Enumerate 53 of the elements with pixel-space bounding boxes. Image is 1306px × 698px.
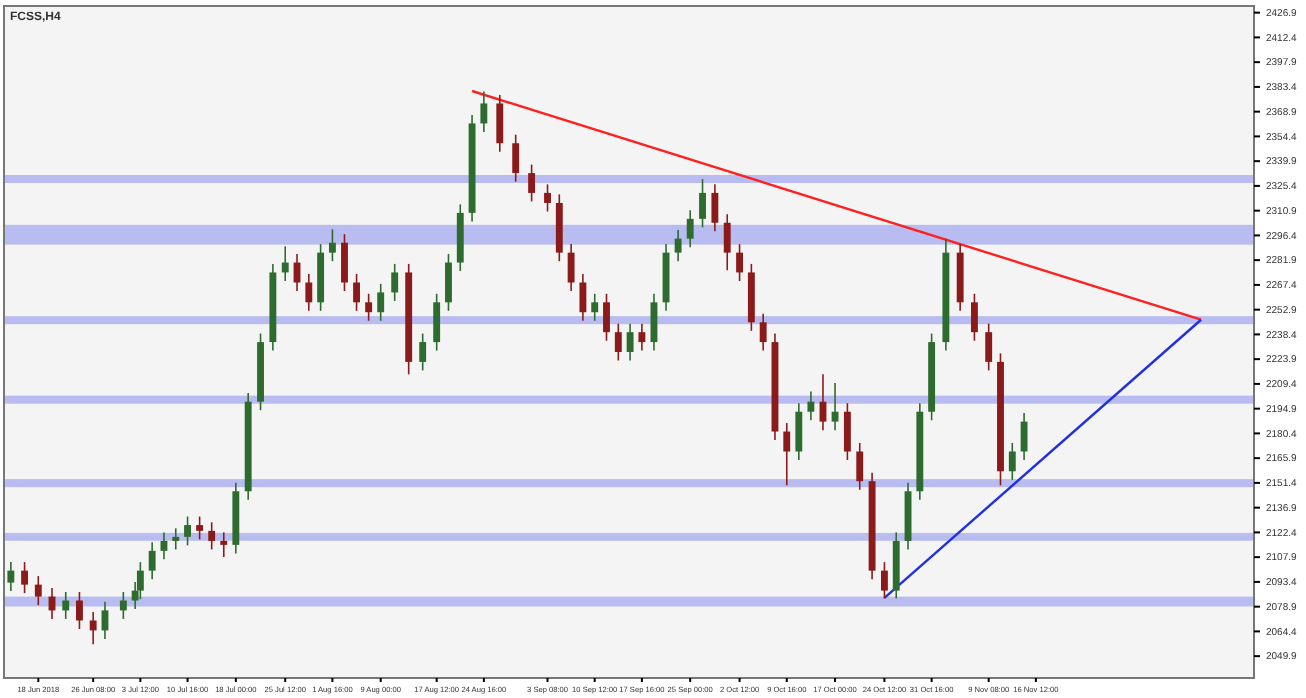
candlestick [34,575,42,606]
candlestick [496,94,504,153]
candlestick [591,292,599,322]
candlestick [970,292,978,342]
candlestick [391,263,399,302]
candlestick [445,253,452,312]
candlestick [353,273,360,312]
candlestick [172,527,180,551]
candlestick [1008,442,1016,481]
candlestick [512,133,520,183]
candlestick [807,390,815,422]
candlestick [196,515,204,541]
candlestick [759,312,767,352]
candlestick [579,273,587,322]
candlestick [62,591,70,620]
candlestick [686,209,694,248]
candlestick [736,243,744,282]
candlestick [567,243,575,292]
candlestick [528,163,536,203]
candlestick [220,531,228,558]
candlestick [328,228,336,262]
candlestick [7,561,15,592]
candlestick [723,213,731,272]
candlestick [148,541,156,580]
candlestick [119,591,127,620]
candlestick [208,521,216,551]
candlestick [699,178,706,229]
candlestick [603,292,610,342]
candlestick [341,233,348,292]
candlestick [985,322,993,372]
candlestick [638,322,646,352]
candlestick [674,229,682,262]
candlestick [184,515,191,547]
candlestick [880,561,888,600]
candlestick [795,402,803,461]
candlestick [856,442,864,491]
candlestick [76,591,83,630]
candlestick [281,245,289,282]
candlestick [1020,412,1028,461]
candlestick [480,90,488,133]
candlestick [843,402,851,461]
candlestick [21,561,29,594]
candlestick [365,292,373,322]
candlestick [89,611,97,645]
candlestick [419,332,427,372]
candlestick [711,183,719,233]
candlestick [544,183,551,213]
candlestick [433,292,441,352]
candlestick [614,322,622,362]
candlestick [377,283,385,322]
candlestick [783,422,791,487]
candlestick [305,273,313,312]
candlestick [626,322,634,362]
